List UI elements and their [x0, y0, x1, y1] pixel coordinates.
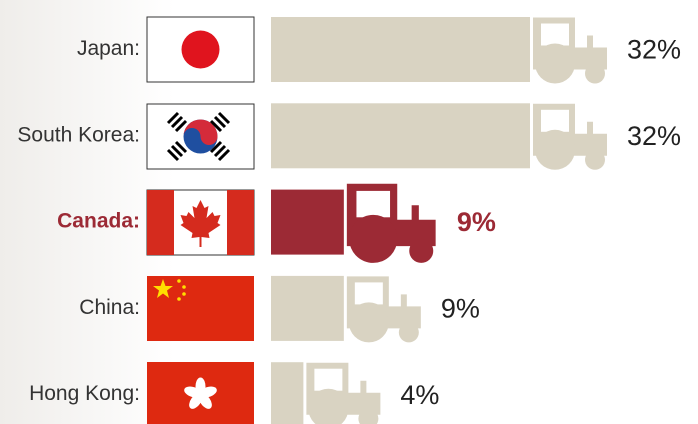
tractor-front-wheel — [399, 322, 419, 342]
category-label: Hong Kong: — [29, 382, 140, 405]
tractor-window — [355, 282, 383, 304]
tractor-rear-wheel — [349, 215, 397, 263]
category-label: Japan: — [77, 37, 140, 60]
value-label: 9% — [457, 207, 496, 237]
value-label: 32% — [627, 35, 681, 65]
tractor-window — [541, 110, 569, 132]
value-label: 9% — [441, 294, 480, 324]
flag-south-korea — [147, 104, 254, 169]
tractor-front-wheel — [585, 64, 605, 84]
tractor-rear-wheel — [535, 130, 575, 170]
value-label: 4% — [400, 380, 439, 410]
tractor-front-wheel — [409, 239, 433, 263]
flag-china — [147, 276, 254, 341]
value-label: 32% — [627, 121, 681, 151]
tractor-window — [314, 369, 342, 391]
tractor-rear-wheel — [349, 302, 389, 342]
tractor-window — [356, 191, 390, 217]
category-label: China: — [79, 296, 140, 319]
bar — [271, 17, 530, 82]
tractor-front-wheel — [585, 150, 605, 170]
category-label: Canada: — [57, 210, 140, 233]
bar — [271, 276, 344, 341]
flag-canada — [147, 190, 254, 255]
tractor-window — [541, 24, 569, 46]
bar — [271, 362, 303, 424]
bar — [271, 103, 530, 168]
flag-japan — [147, 17, 254, 82]
category-label: South Korea: — [17, 123, 140, 146]
tractor-rear-wheel — [535, 44, 575, 84]
bar — [271, 190, 344, 255]
chart: Japan: 32% South Korea: 32% Canada: 9% China: 9… — [0, 0, 698, 424]
flag-hong-kong — [147, 362, 254, 424]
